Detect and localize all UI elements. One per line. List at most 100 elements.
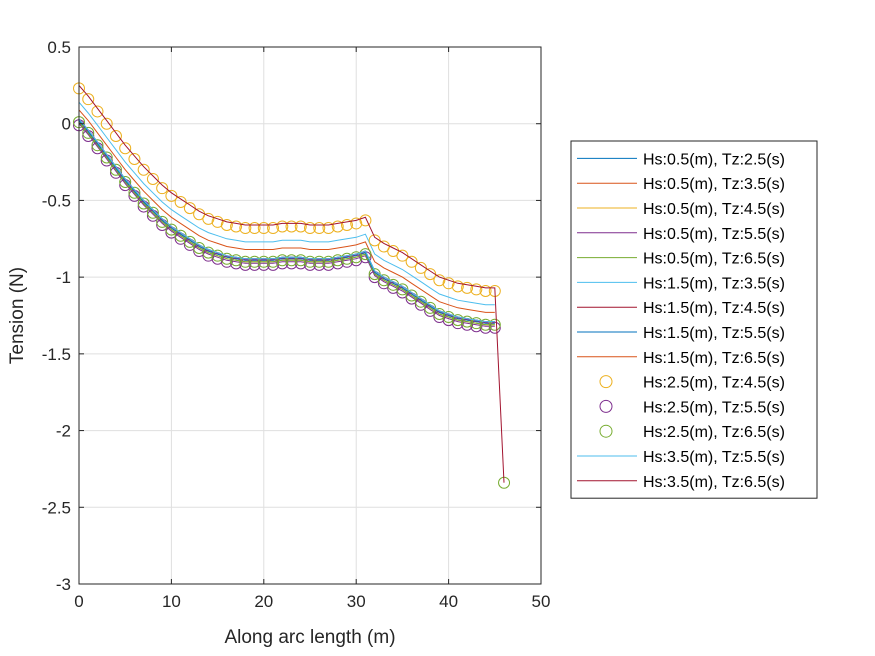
y-tick-label: -1.5 bbox=[42, 345, 71, 364]
data-point bbox=[433, 274, 446, 287]
data-point bbox=[146, 172, 159, 185]
data-point bbox=[137, 163, 150, 176]
data-point bbox=[128, 186, 141, 199]
legend-label: Hs:1.5(m), Tz:5.5(s) bbox=[643, 325, 785, 342]
data-point bbox=[470, 283, 483, 296]
data-point bbox=[285, 254, 298, 267]
legend-item: Hs:3.5(m), Tz:5.5(s) bbox=[577, 449, 785, 466]
data-point bbox=[331, 254, 344, 267]
data-point bbox=[267, 222, 280, 235]
data-point bbox=[396, 286, 409, 299]
legend-item: Hs:1.5(m), Tz:6.5(s) bbox=[577, 350, 785, 367]
data-point bbox=[313, 222, 326, 235]
series-11 bbox=[73, 119, 501, 334]
data-point bbox=[202, 212, 215, 225]
x-tick-label: 10 bbox=[162, 592, 181, 611]
data-point bbox=[276, 257, 289, 270]
data-point bbox=[340, 252, 353, 265]
data-point bbox=[248, 222, 261, 235]
legend-label: Hs:2.5(m), Tz:4.5(s) bbox=[643, 375, 785, 392]
data-point bbox=[239, 222, 252, 235]
series-layer bbox=[73, 82, 511, 489]
y-tick-label: -2 bbox=[56, 422, 71, 441]
x-tick-label: 0 bbox=[74, 592, 83, 611]
plot-area bbox=[79, 47, 541, 584]
data-point bbox=[331, 220, 344, 233]
series-14 bbox=[78, 85, 505, 483]
data-point bbox=[442, 314, 455, 327]
data-point bbox=[119, 176, 132, 189]
data-point bbox=[322, 255, 335, 268]
y-tick-label: -3 bbox=[56, 575, 71, 594]
data-point bbox=[100, 151, 113, 164]
data-point bbox=[267, 255, 280, 268]
data-point bbox=[137, 197, 150, 210]
data-point bbox=[313, 255, 326, 268]
data-point bbox=[442, 311, 455, 324]
data-point bbox=[350, 254, 363, 267]
data-point bbox=[285, 257, 298, 270]
data-point bbox=[294, 254, 307, 267]
data-point bbox=[313, 258, 326, 271]
legend-item: Hs:2.5(m), Tz:5.5(s) bbox=[599, 399, 785, 416]
series-line bbox=[78, 118, 495, 323]
data-point bbox=[165, 189, 178, 202]
y-tick-label: -2.5 bbox=[42, 498, 71, 517]
legend-label: Hs:3.5(m), Tz:5.5(s) bbox=[643, 449, 785, 466]
data-point bbox=[146, 206, 159, 219]
data-point bbox=[211, 249, 224, 262]
series-9 bbox=[78, 109, 495, 313]
legend-item: Hs:0.5(m), Tz:3.5(s) bbox=[577, 176, 785, 193]
x-tick-label: 40 bbox=[439, 592, 458, 611]
data-point bbox=[248, 255, 261, 268]
data-point bbox=[202, 249, 215, 262]
legend-label: Hs:0.5(m), Tz:3.5(s) bbox=[643, 176, 785, 193]
series-10 bbox=[73, 82, 501, 297]
data-point bbox=[109, 129, 122, 142]
data-point bbox=[128, 153, 141, 166]
data-point bbox=[350, 217, 363, 230]
series-13 bbox=[78, 118, 495, 323]
legend-label: Hs:2.5(m), Tz:5.5(s) bbox=[643, 399, 785, 416]
legend-label: Hs:0.5(m), Tz:5.5(s) bbox=[643, 226, 785, 243]
data-point bbox=[119, 142, 132, 155]
data-point bbox=[488, 321, 501, 334]
x-axis-title: Along arc length (m) bbox=[224, 627, 395, 648]
legend-item: Hs:2.5(m), Tz:4.5(s) bbox=[599, 375, 785, 392]
legend-label: Hs:1.5(m), Tz:6.5(s) bbox=[643, 350, 785, 367]
series-line bbox=[78, 85, 505, 483]
y-tick-label: 0.5 bbox=[47, 38, 71, 57]
legend: Hs:0.5(m), Tz:2.5(s) Hs:0.5(m), Tz:3.5(s)… bbox=[570, 140, 818, 499]
data-point bbox=[230, 254, 243, 267]
data-point bbox=[82, 93, 95, 106]
data-point bbox=[350, 251, 363, 264]
legend-label: Hs:2.5(m), Tz:6.5(s) bbox=[643, 424, 785, 441]
data-point bbox=[257, 255, 270, 268]
data-point bbox=[82, 126, 95, 139]
data-point bbox=[248, 258, 261, 271]
data-point bbox=[368, 271, 381, 284]
data-point bbox=[156, 215, 169, 228]
data-point bbox=[461, 281, 474, 294]
data-point bbox=[359, 248, 372, 261]
legend-item: Hs:0.5(m), Tz:5.5(s) bbox=[577, 226, 785, 243]
y-tick-label: -0.5 bbox=[42, 191, 71, 210]
axes: 0 10 20 30 40 50 0.5 0 -0.5 -1 -1.5 -2 -2.5 -3 bbox=[42, 38, 551, 611]
legend-marker bbox=[599, 399, 613, 413]
y-axis-title: Tension (N) bbox=[7, 267, 28, 364]
y-tick-label: 0 bbox=[62, 115, 71, 134]
data-point bbox=[451, 317, 464, 330]
x-tick-label: 50 bbox=[532, 592, 551, 611]
data-point bbox=[304, 255, 316, 268]
data-point bbox=[109, 163, 122, 176]
data-point bbox=[211, 252, 224, 265]
legend-label: Hs:1.5(m), Tz:3.5(s) bbox=[643, 275, 785, 292]
data-point bbox=[359, 214, 372, 227]
data-point bbox=[479, 284, 492, 297]
legend-item: Hs:1.5(m), Tz:3.5(s) bbox=[577, 275, 785, 292]
data-point bbox=[461, 315, 474, 328]
legend-item: Hs:1.5(m), Tz:4.5(s) bbox=[577, 300, 785, 317]
legend-item: Hs:0.5(m), Tz:6.5(s) bbox=[577, 251, 785, 268]
axes-box bbox=[78, 46, 542, 585]
legend-label: Hs:0.5(m), Tz:6.5(s) bbox=[643, 251, 785, 268]
